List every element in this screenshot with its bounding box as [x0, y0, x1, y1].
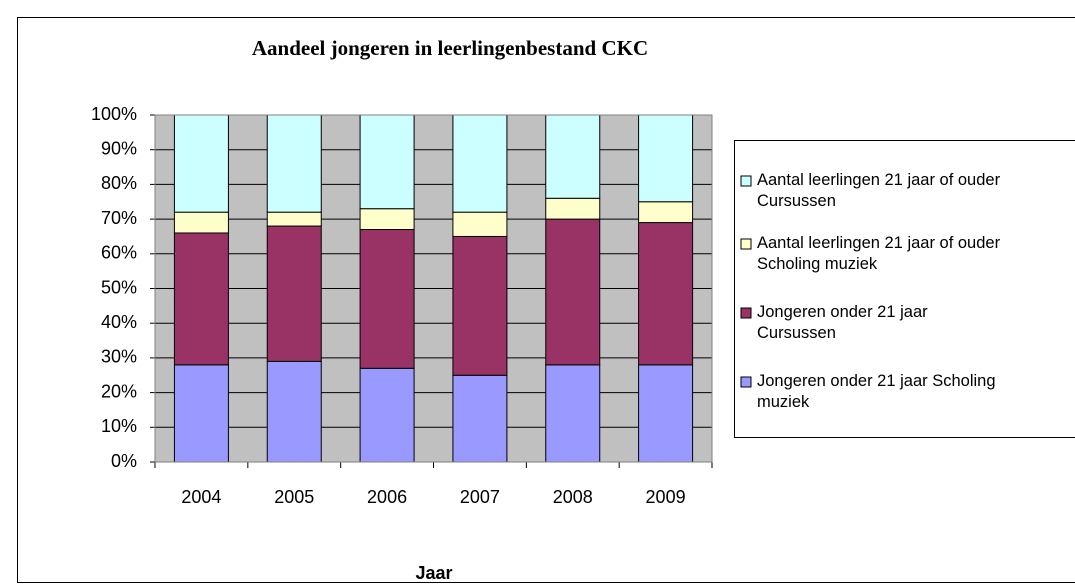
y-tick-label: 40% [101, 312, 137, 332]
y-tick-label: 0% [111, 451, 137, 471]
legend-label: Jongeren onder 21 jaar Scholing muziek [757, 372, 1000, 411]
bar-segment [638, 114, 694, 203]
bar-segment [452, 114, 508, 213]
legend-swatch [740, 175, 752, 187]
x-tick-label: 2008 [553, 487, 593, 507]
y-tick-label: 70% [101, 208, 137, 228]
legend-label: Aantal leerlingen 21 jaar of ouder Schol… [757, 234, 1005, 273]
x-tick-label: 2007 [460, 487, 500, 507]
bar-segment [638, 364, 694, 463]
y-tick-label: 90% [101, 138, 137, 158]
y-tick-label: 10% [101, 416, 137, 436]
bar-segment [545, 114, 601, 199]
x-tick-label: 2009 [646, 487, 686, 507]
bar-segment [359, 114, 415, 210]
bar-segment [266, 114, 322, 213]
y-tick-label: 100% [91, 104, 137, 124]
legend-label: Aantal leerlingen 21 jaar of ouder Cursu… [757, 171, 1005, 210]
bar-segment [173, 114, 229, 213]
x-tick-label: 2004 [181, 487, 221, 507]
y-tick-label: 20% [101, 381, 137, 401]
legend-swatch [740, 238, 752, 250]
bar-segment [266, 360, 322, 463]
bar-segment [359, 208, 415, 231]
legend-box [734, 140, 1075, 438]
legend-label: Jongeren onder 21 jaar Cursussen [757, 303, 932, 342]
bar-segment [173, 232, 229, 366]
legend-swatch [740, 376, 752, 388]
bar-segment [173, 364, 229, 463]
bar-segment [266, 211, 322, 227]
bar-segment [545, 218, 601, 366]
bar-segment [452, 374, 508, 463]
x-axis-label: Jaar [415, 563, 452, 583]
legend-swatch [740, 307, 752, 319]
x-tick-label: 2006 [367, 487, 407, 507]
bar-segment [173, 211, 229, 234]
bar-segment [266, 225, 322, 362]
bar-segment [452, 235, 508, 376]
y-tick-label: 50% [101, 277, 137, 297]
y-tick-label: 60% [101, 243, 137, 263]
plot-border [154, 114, 713, 463]
bar-segment [545, 364, 601, 463]
bar-segment [545, 197, 601, 220]
y-tick-label: 80% [101, 173, 137, 193]
chart-title: Aandeel jongeren in leerlingenbestand CK… [252, 36, 648, 60]
x-tick-label: 2005 [274, 487, 314, 507]
bar-segment [638, 201, 694, 224]
bar-segment [452, 211, 508, 237]
bar-segment [359, 367, 415, 463]
bar-segment [638, 222, 694, 366]
y-tick-label: 30% [101, 347, 137, 367]
bar-segment [359, 229, 415, 369]
